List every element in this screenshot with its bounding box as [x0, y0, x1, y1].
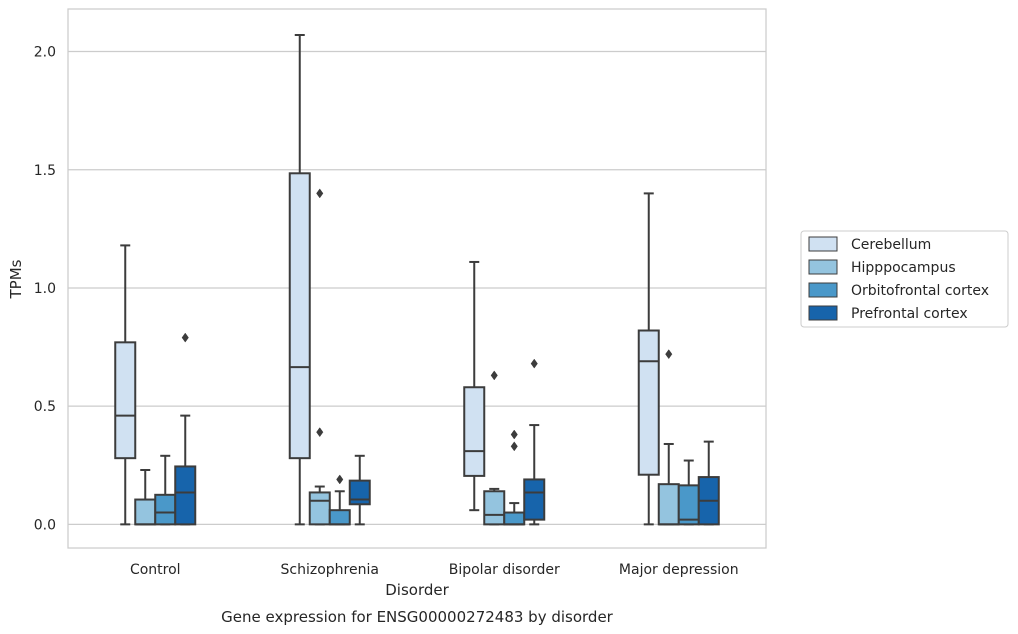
- box-body: [348, 479, 371, 506]
- box-series: [114, 34, 720, 526]
- box: [483, 370, 506, 526]
- box: [114, 244, 137, 526]
- plot-area-frame: [67, 8, 767, 549]
- legend-label: Orbitofrontal cortex: [851, 283, 989, 299]
- y-axis-ticks: 0.0 0.5 1.0 1.5 2.0: [34, 45, 56, 534]
- box: [697, 440, 720, 526]
- series-hipppocampus: [134, 188, 680, 526]
- legend-label: Cerebellum: [851, 237, 931, 253]
- series-prefrontal-cortex: [174, 332, 720, 526]
- box: [637, 192, 660, 526]
- box: [503, 429, 526, 526]
- box: [154, 454, 177, 526]
- box-body: [328, 509, 351, 526]
- box-body: [463, 386, 486, 477]
- box: [288, 34, 311, 526]
- x-tick-label: Major depression: [619, 562, 739, 578]
- box-body: [657, 483, 680, 526]
- box-body: [503, 511, 526, 526]
- box-body: [677, 484, 700, 526]
- y-tick-label: 1.0: [34, 281, 56, 297]
- legend: Cerebellum Hipppocampus Orbitofrontal cort…: [800, 230, 1009, 328]
- box: [523, 358, 546, 526]
- outlier-marker: [510, 429, 518, 440]
- outlier-marker: [530, 358, 538, 369]
- outlier-marker: [316, 427, 324, 438]
- outlier-marker: [181, 332, 189, 343]
- legend-label: Hipppocampus: [851, 260, 956, 276]
- y-tick-label: 1.5: [34, 163, 56, 179]
- legend-items: Cerebellum Hipppocampus Orbitofrontal cort…: [808, 236, 989, 322]
- x-axis-label: Disorder: [385, 581, 449, 599]
- x-tick-label: Bipolar disorder: [449, 562, 560, 578]
- legend-frame: [800, 230, 1009, 328]
- box-body: [637, 329, 660, 476]
- legend-swatch: [808, 259, 838, 275]
- box-body: [134, 498, 157, 526]
- x-tick-label: Control: [130, 562, 181, 578]
- outlier-marker: [316, 188, 324, 199]
- outlier-marker: [490, 370, 498, 381]
- legend-label: Prefrontal cortex: [851, 306, 968, 322]
- legend-swatch: [808, 236, 838, 252]
- y-tick-label: 0.0: [34, 517, 56, 533]
- box-body: [154, 493, 177, 526]
- box-body: [308, 491, 331, 526]
- box: [463, 260, 486, 512]
- outlier-marker: [665, 349, 673, 360]
- box: [308, 188, 331, 526]
- series-orbitofrontal-cortex: [154, 429, 700, 526]
- box: [134, 468, 157, 526]
- box-body: [523, 478, 546, 521]
- box-body: [114, 341, 137, 460]
- series-cerebellum: [114, 34, 660, 526]
- x-tick-label: Schizophrenia: [281, 562, 379, 578]
- legend-swatch: [808, 305, 838, 321]
- x-axis-ticks: Control Schizophrenia Bipolar disorder Majo…: [130, 562, 739, 578]
- legend-swatch: [808, 282, 838, 298]
- chart-caption: Gene expression for ENSG00000272483 by d…: [221, 608, 614, 626]
- box-body: [483, 490, 506, 526]
- outlier-marker: [510, 441, 518, 452]
- box: [328, 474, 351, 526]
- y-tick-label: 0.5: [34, 399, 56, 415]
- y-tick-label: 2.0: [34, 45, 56, 61]
- box-body: [288, 172, 311, 460]
- outlier-marker: [336, 474, 344, 485]
- box-body: [174, 465, 197, 526]
- y-axis-label: TPMs: [7, 259, 25, 299]
- box: [348, 454, 371, 526]
- box: [677, 459, 700, 526]
- box: [657, 349, 680, 526]
- box: [174, 332, 197, 526]
- grid-lines: [68, 50, 766, 525]
